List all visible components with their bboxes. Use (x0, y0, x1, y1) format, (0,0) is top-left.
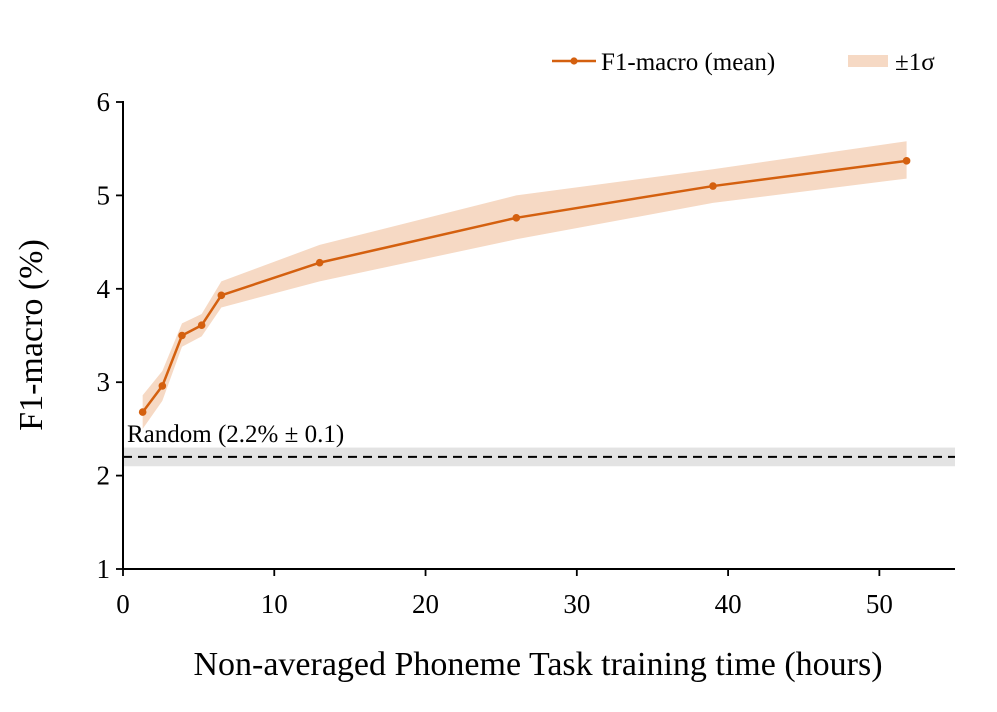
legend-band-label: ±1σ (895, 49, 935, 76)
y-tick-label: 5 (97, 180, 111, 210)
data-point (902, 157, 911, 165)
legend-mean-marker (570, 57, 578, 65)
data-point (178, 331, 186, 340)
data-point (512, 214, 521, 222)
random-baseline-band (123, 447, 955, 467)
y-tick-label: 4 (97, 274, 111, 304)
y-tick-label: 6 (97, 87, 111, 117)
data-point (158, 382, 167, 390)
y-tick-label: 2 (97, 461, 111, 491)
x-tick-label: 40 (715, 589, 742, 619)
y-tick-label: 1 (97, 554, 111, 584)
x-axis-title: Non-averaged Phoneme Task training time … (193, 646, 882, 683)
x-tick-label: 20 (412, 589, 439, 619)
data-point (138, 408, 147, 416)
x-tick-label: 0 (116, 589, 130, 619)
x-tick-label: 10 (261, 589, 288, 619)
x-tick-label: 30 (563, 589, 590, 619)
x-tick-label: 50 (866, 589, 893, 619)
y-tick-label: 3 (97, 367, 111, 397)
legend-mean-label: F1-macro (mean) (601, 49, 775, 76)
legend-band-swatch (848, 55, 888, 67)
data-point (709, 182, 717, 190)
legend: F1-macro (mean) ±1σ (552, 49, 935, 76)
data-point (197, 321, 206, 330)
y-axis-title: F1-macro (%) (13, 239, 50, 431)
random-baseline-label: Random (2.2% ± 0.1) (127, 421, 344, 448)
data-point (217, 291, 226, 300)
std-band-0 (142, 141, 907, 429)
data-point (315, 258, 324, 267)
